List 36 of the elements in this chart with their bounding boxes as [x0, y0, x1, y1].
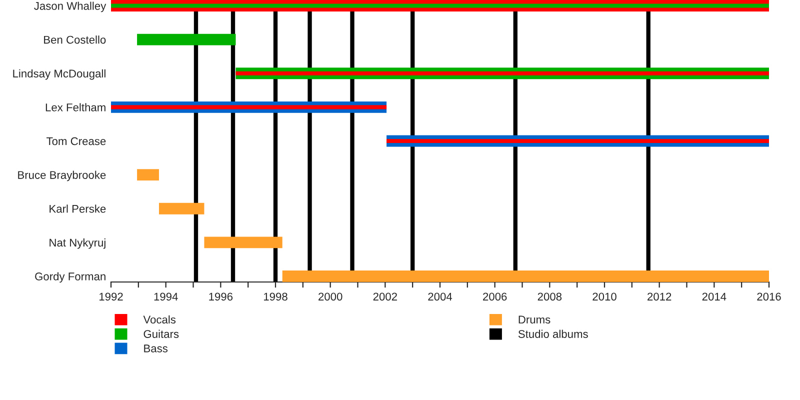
bar: [137, 169, 159, 181]
y-tick-label: Jason Whalley: [34, 2, 106, 12]
x-tick-label: 2004: [428, 292, 452, 301]
y-tick-label: Gordy Forman: [35, 272, 106, 283]
x-tick-label: 2008: [538, 292, 562, 301]
legend-label: Studio albums: [518, 330, 588, 338]
bar: [236, 71, 769, 76]
legend-label: Vocals: [143, 315, 176, 324]
x-tick-label: 2012: [648, 292, 672, 301]
legend-label: Guitars: [144, 330, 179, 338]
legend-label: Bass: [144, 344, 168, 352]
y-tick-label: Ben Costello: [44, 36, 106, 44]
y-tick-label: Tom Crease: [46, 137, 106, 146]
x-tick-label: 2002: [373, 292, 397, 301]
legend-label: Drums: [518, 316, 550, 324]
bar: [158, 202, 204, 214]
x-tick-label: 1998: [264, 292, 288, 301]
x-tick-label: 1992: [99, 292, 123, 301]
x-tick-label: 1996: [209, 292, 233, 301]
x-tick-label: 2010: [592, 292, 616, 301]
x-tick-label: 1994: [154, 292, 178, 301]
bar: [282, 270, 769, 282]
y-tick-label: Nat Nykyruj: [50, 238, 106, 249]
x-tick-label: 2000: [318, 292, 342, 301]
bar: [111, 4, 769, 8]
bar: [386, 138, 769, 144]
y-tick-label: Lindsay McDougall: [13, 69, 106, 80]
x-tick-label: 2016: [757, 292, 781, 301]
y-tick-label: Karl Perske: [50, 204, 106, 213]
x-tick-label: 2014: [702, 292, 726, 301]
bar: [137, 34, 236, 46]
bar: [111, 105, 387, 110]
y-tick-label: Bruce Braybrooke: [18, 170, 106, 182]
y-tick-label: Lex Feltham: [46, 103, 106, 112]
bar: [204, 236, 282, 248]
x-tick-label: 2006: [483, 292, 507, 301]
